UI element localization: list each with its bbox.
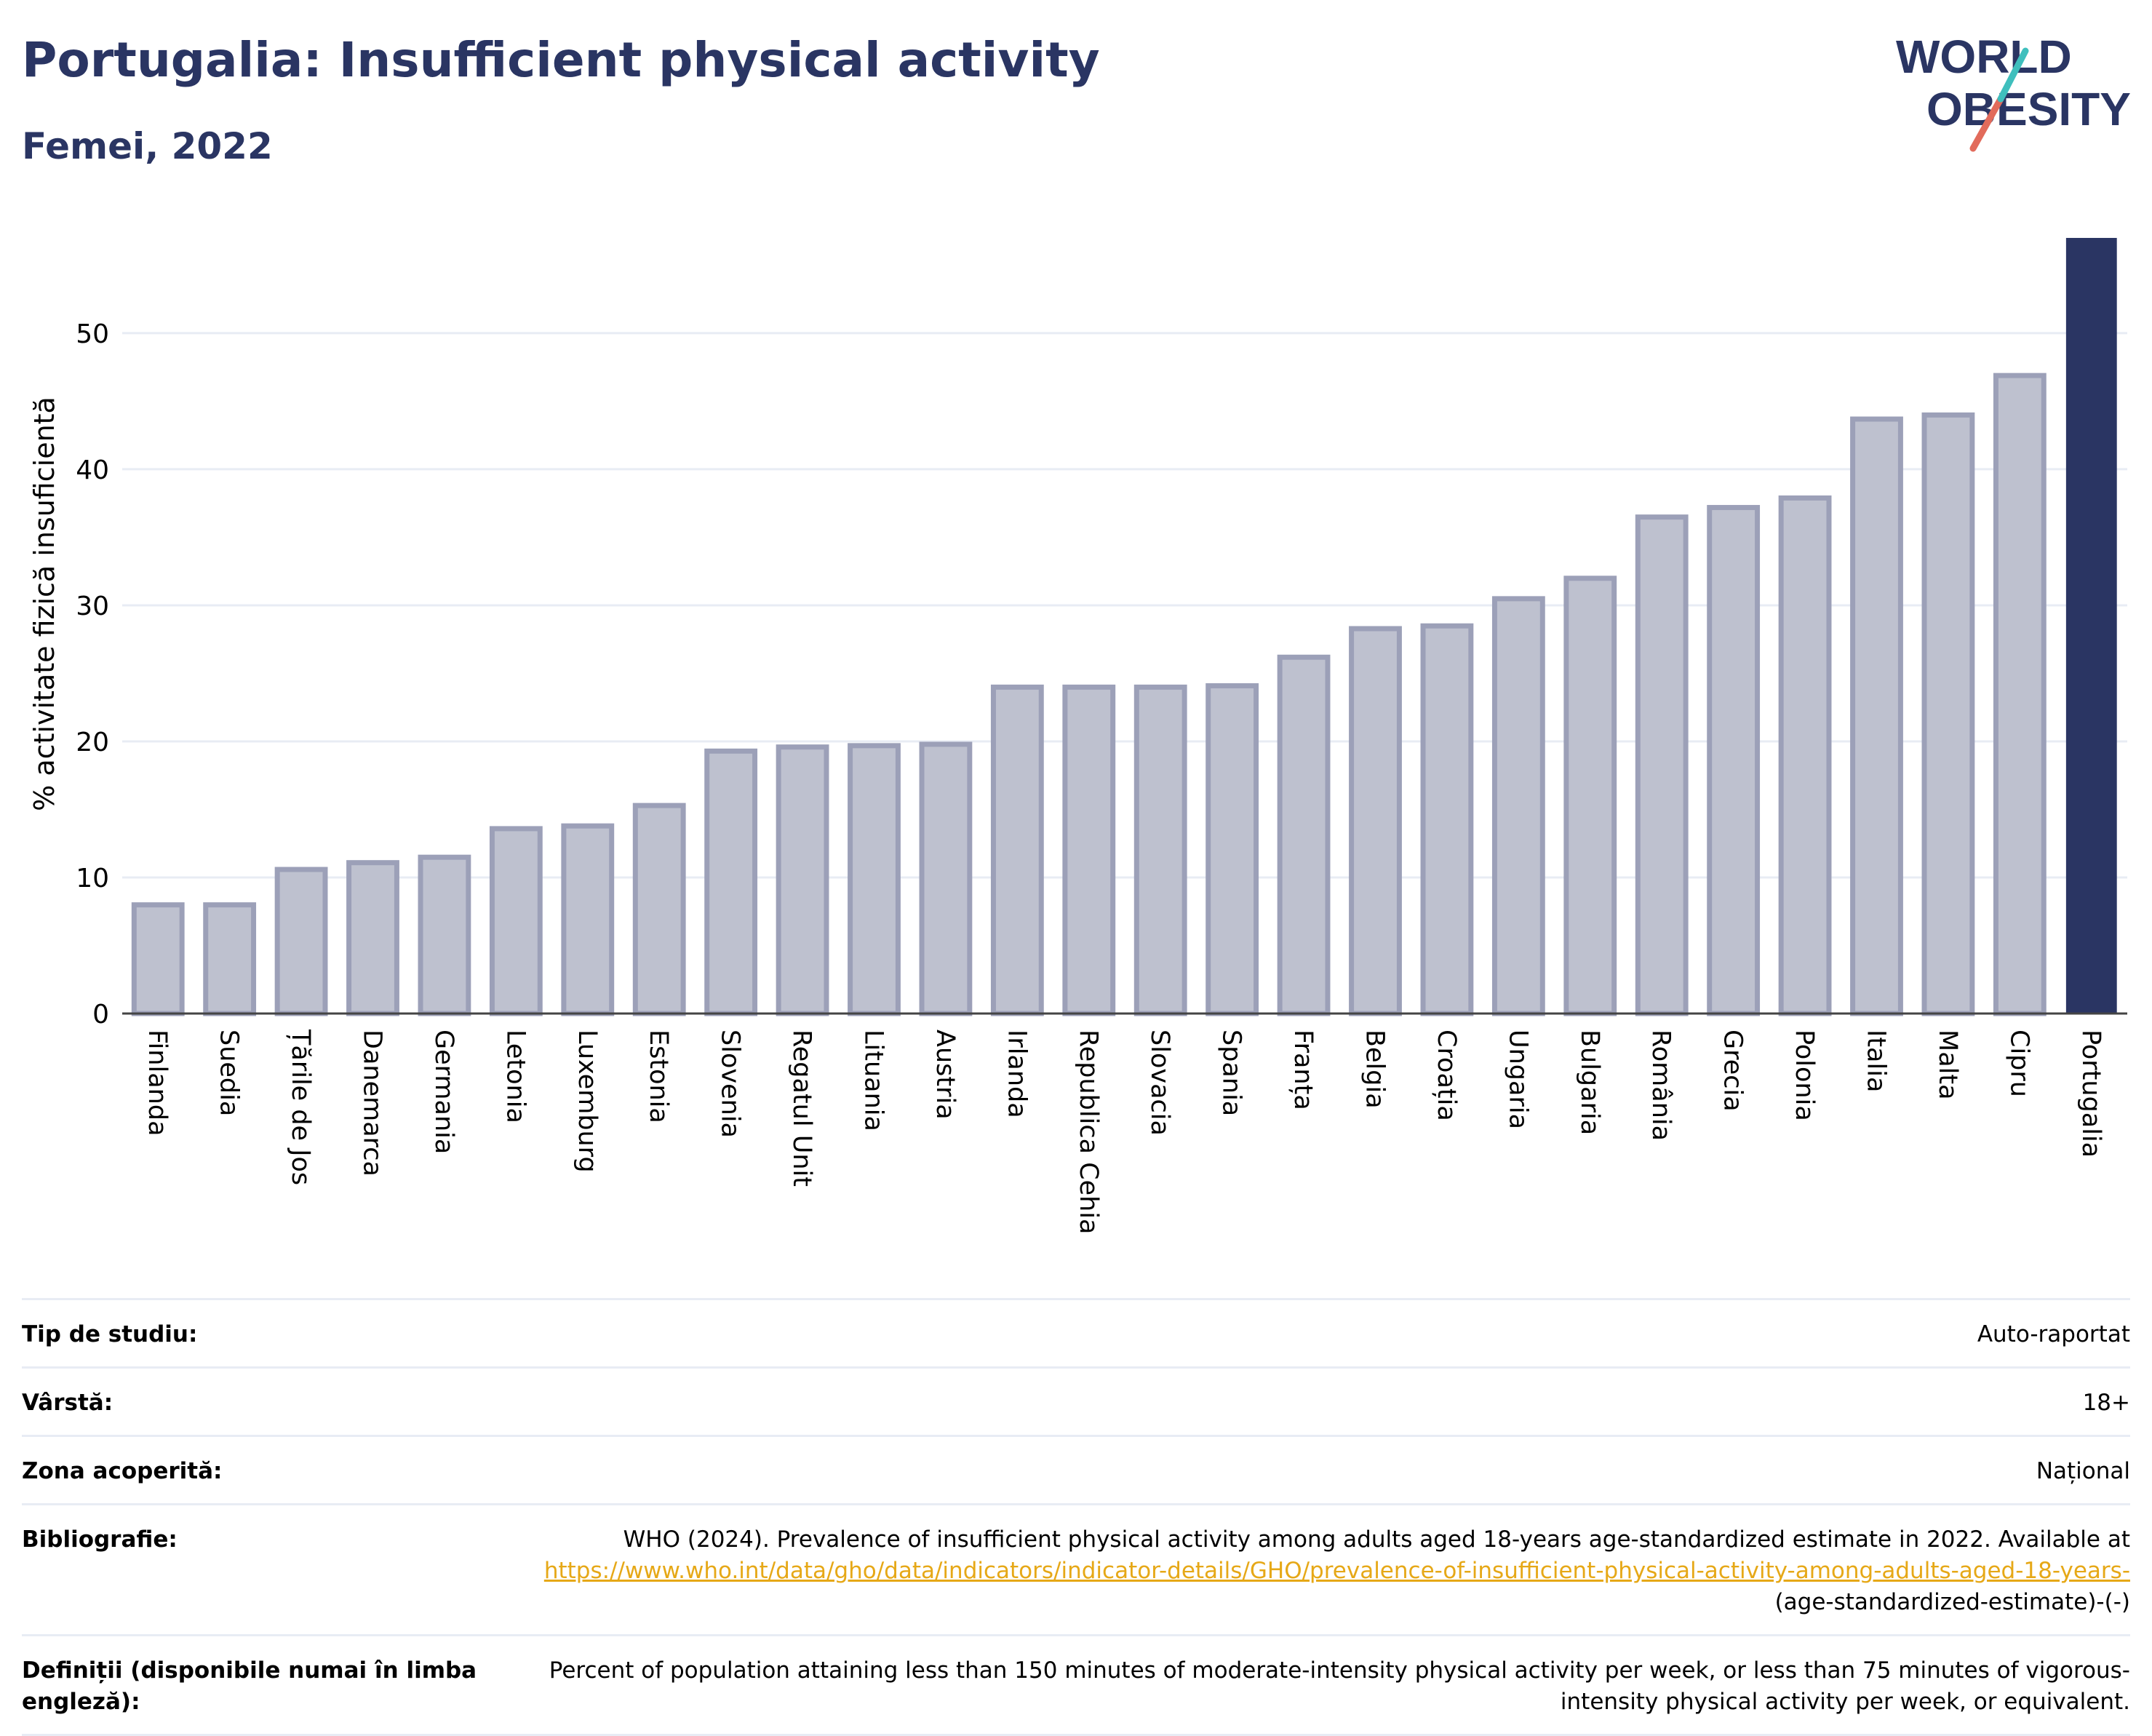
bar [1921, 412, 1975, 1016]
y-tick-label: 50 [76, 319, 109, 349]
x-tick-label: Slovenia [716, 1030, 745, 1138]
bar [1993, 373, 2047, 1016]
x-tick-label: Germania [429, 1030, 458, 1154]
y-tick-label: 20 [76, 728, 109, 757]
x-tick-label: Danemarca [358, 1030, 387, 1176]
bibliography-tail: (age-standardized-estimate)-(-) [1774, 1589, 2130, 1615]
x-tick-label: Republica Cehia [1074, 1030, 1103, 1235]
bar [776, 744, 829, 1016]
x-tick-label: Austria [930, 1030, 960, 1120]
x-tick-label: Franța [1288, 1030, 1318, 1110]
page-title: Portugalia: Insufficient physical activi… [22, 32, 1100, 88]
x-tick-label: Irlanda [1002, 1030, 1031, 1118]
logo-text-obesity: OBESITY [1926, 83, 2131, 135]
logo-slash-red [1969, 95, 2004, 152]
x-tick-label: Țările de Jos [286, 1029, 315, 1185]
x-tick-label: Cipru [2004, 1030, 2033, 1097]
bar [1349, 626, 1402, 1016]
y-tick-label: 40 [76, 455, 109, 485]
bar [1277, 654, 1331, 1016]
bibliography-link[interactable]: https://www.who.int/data/gho/data/indica… [543, 1558, 2130, 1584]
meta-row-bibliography: Bibliografie: WHO (2024). Prevalence of … [22, 1503, 2130, 1634]
page-subtitle: Femei, 2022 [22, 125, 273, 167]
bar [1420, 623, 1474, 1016]
x-tick-label: România [1646, 1030, 1675, 1141]
age-label: Vârstă: [22, 1390, 113, 1416]
x-tick-label: Suedia [215, 1030, 244, 1116]
x-tick-label: Slovacia [1145, 1030, 1174, 1136]
definitions-value: Percent of population attaining less tha… [549, 1657, 2130, 1715]
x-tick-label: Belgia [1360, 1030, 1390, 1109]
bar [2065, 238, 2117, 1014]
x-tick-label: Estonia [644, 1030, 673, 1123]
x-tick-label: Regatul Unit [787, 1030, 816, 1187]
bar [1062, 684, 1116, 1016]
bar [274, 867, 328, 1016]
bar-chart: 0 10 20 30 40 50 Finlanda Suedia Țările de Jos D… [28, 238, 2127, 1235]
bar [919, 741, 973, 1016]
x-tick-label: Luxemburg [573, 1030, 602, 1173]
study-type-label: Tip de studiu: [22, 1321, 198, 1347]
x-tick-label: Polonia [1790, 1030, 1819, 1121]
study-type-value: Auto-raportat [1977, 1321, 2130, 1347]
bar [848, 743, 901, 1016]
meta-row-area: Zona acoperită: Național [22, 1435, 2130, 1503]
bar [1133, 684, 1187, 1016]
bar [1778, 495, 1832, 1016]
x-tick-label: Finlanda [143, 1030, 172, 1136]
x-tick-label: Letonia [501, 1030, 530, 1123]
bars [131, 238, 2117, 1016]
y-tick-label: 30 [76, 592, 109, 621]
x-tick-label: Spania [1217, 1030, 1246, 1116]
y-tick-label: 0 [92, 1000, 109, 1030]
x-tick-label: Lituania [859, 1030, 888, 1131]
meta-row-definitions: Definiții (disponibile numai în limba en… [22, 1634, 2130, 1736]
bibliography-value: WHO (2024). Prevalence of insufficient p… [487, 1524, 2130, 1618]
x-tick-label: Croația [1432, 1030, 1461, 1121]
area-label: Zona acoperită: [22, 1458, 223, 1484]
bar [131, 902, 185, 1016]
bar [561, 823, 615, 1016]
x-tick-label: Portugalia [2076, 1030, 2105, 1158]
logo-slash-teal [1997, 47, 2029, 103]
metadata-table: Tip de studiu: Auto-raportat Vârstă: 18+… [22, 1298, 2130, 1736]
x-tick-label: Malta [1933, 1030, 1962, 1100]
x-tick-label: Bulgaria [1575, 1030, 1604, 1135]
bar [346, 860, 399, 1016]
bar [1707, 505, 1761, 1016]
meta-row-study-type: Tip de studiu: Auto-raportat [22, 1298, 2130, 1366]
bar [632, 803, 686, 1016]
bar [489, 826, 543, 1016]
age-value: 18+ [2082, 1390, 2130, 1416]
y-tick-label: 10 [76, 864, 109, 893]
bar [1491, 596, 1545, 1016]
bar [203, 902, 257, 1016]
x-tick-label: Grecia [1718, 1030, 1747, 1112]
logo-text-world: WORLD [1896, 31, 2072, 83]
bibliography-text: WHO (2024). Prevalence of insufficient p… [623, 1526, 2130, 1553]
bar [1563, 576, 1617, 1016]
definitions-label: Definiții (disponibile numai în limba en… [22, 1657, 477, 1715]
bar [990, 684, 1044, 1016]
x-tick-label: Italia [1862, 1030, 1891, 1092]
bar [704, 748, 758, 1016]
x-tick-label: Ungaria [1503, 1030, 1532, 1129]
bar [1205, 683, 1259, 1016]
bar [1635, 514, 1689, 1016]
category-labels: Finlanda Suedia Țările de Jos Danemarca Germ… [143, 1029, 2105, 1235]
y-axis-label: % activitate fizică insuficientă [28, 397, 60, 811]
bibliography-label: Bibliografie: [22, 1526, 178, 1553]
axes: 0 10 20 30 40 50 [76, 319, 2127, 1030]
area-value: Național [2036, 1458, 2130, 1484]
world-obesity-logo: WORLD OBESITY [1896, 31, 2131, 152]
bar [1850, 416, 1903, 1016]
meta-row-age: Vârstă: 18+ [22, 1366, 2130, 1435]
bar [418, 854, 471, 1016]
